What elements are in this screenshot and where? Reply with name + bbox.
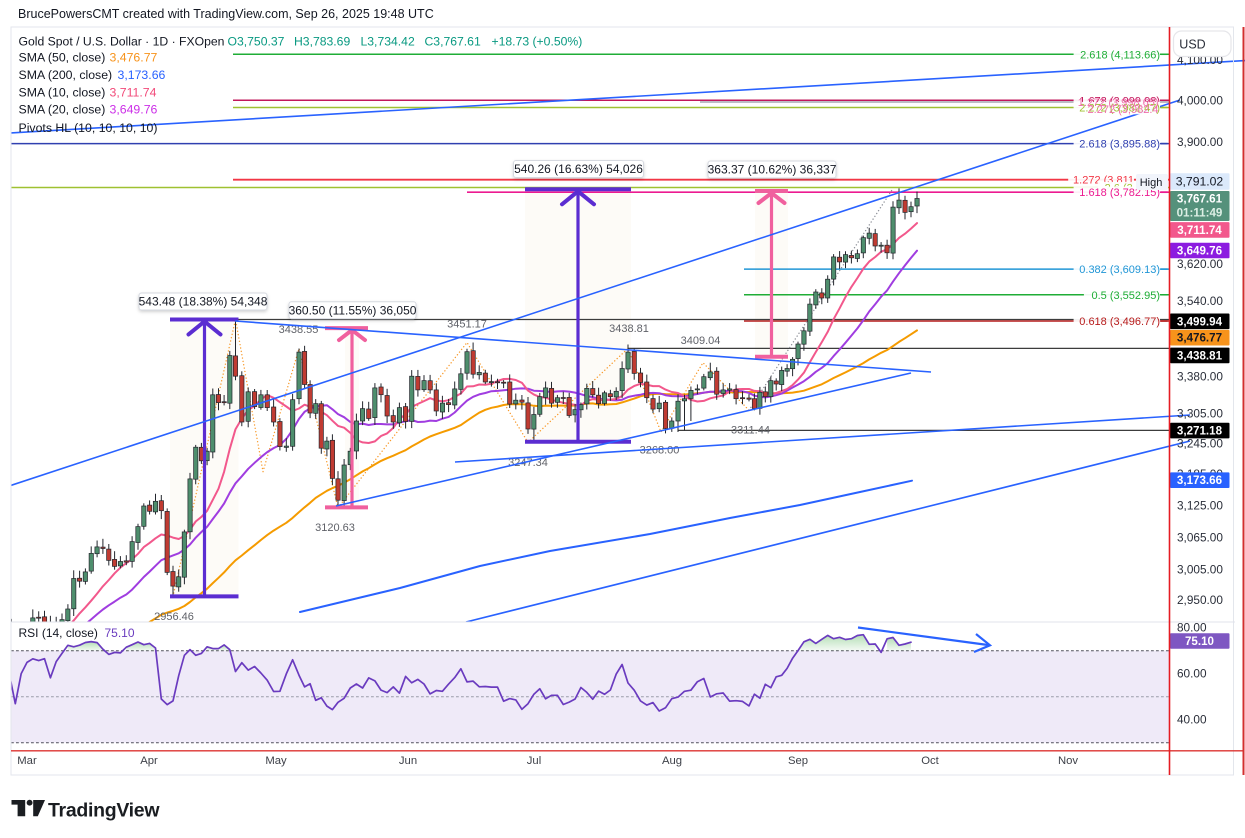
svg-text:2,950.00: 2,950.00 — [1177, 593, 1223, 607]
svg-text:3,900.00: 3,900.00 — [1177, 135, 1223, 149]
svg-text:C3,767.61: C3,767.61 — [425, 34, 481, 48]
svg-text:0.382 (3,609.13): 0.382 (3,609.13) — [1079, 264, 1160, 276]
svg-text:3,305.00: 3,305.00 — [1177, 407, 1223, 421]
svg-text:USD: USD — [1179, 37, 1205, 51]
svg-text:3,649.76: 3,649.76 — [110, 103, 158, 117]
svg-text:2.272 (3,982.47): 2.272 (3,982.47) — [1079, 103, 1160, 115]
svg-text:H3,783.69: H3,783.69 — [294, 34, 350, 48]
svg-text:High: High — [1140, 177, 1163, 189]
svg-text:3,380.00: 3,380.00 — [1177, 370, 1223, 384]
svg-text:SMA (50, close): SMA (50, close) — [19, 51, 106, 65]
svg-text:Aug: Aug — [662, 755, 682, 767]
svg-text:1.618 (3,782.15): 1.618 (3,782.15) — [1079, 187, 1160, 199]
svg-text:Jun: Jun — [399, 755, 417, 767]
svg-text:3,065.00: 3,065.00 — [1177, 530, 1223, 544]
svg-text:3,711.74: 3,711.74 — [1177, 224, 1222, 237]
svg-text:360.50 (11.55%) 36,050: 360.50 (11.55%) 36,050 — [289, 304, 417, 318]
svg-text:3,711.74: 3,711.74 — [110, 85, 157, 99]
svg-text:540.26 (16.63%) 54,026: 540.26 (16.63%) 54,026 — [514, 162, 643, 176]
svg-text:543.48 (18.38%) 54,348: 543.48 (18.38%) 54,348 — [139, 295, 268, 309]
svg-text:3,125.00: 3,125.00 — [1177, 499, 1223, 513]
svg-text:Jul: Jul — [527, 755, 541, 767]
svg-text:1.272 (3,998.65): 1.272 (3,998.65) — [1078, 97, 1159, 109]
svg-text:L3,734.42: L3,734.42 — [361, 34, 415, 48]
svg-text:3409.04: 3409.04 — [681, 335, 721, 347]
svg-text:2.618 (4,113.66): 2.618 (4,113.66) — [1080, 49, 1160, 61]
svg-text:75.10: 75.10 — [105, 626, 135, 640]
svg-text:3,005.00: 3,005.00 — [1177, 563, 1223, 577]
svg-text:Oct: Oct — [921, 755, 939, 767]
svg-text:3451.17: 3451.17 — [447, 319, 487, 331]
svg-text:3,173.66: 3,173.66 — [118, 68, 166, 82]
svg-text:363.37 (10.62%) 36,337: 363.37 (10.62%) 36,337 — [708, 163, 837, 177]
svg-text:Sep: Sep — [788, 755, 808, 767]
svg-text:BrucePowersCMT created with Tr: BrucePowersCMT created with TradingView.… — [18, 7, 434, 21]
svg-text:3311.44: 3311.44 — [731, 425, 770, 437]
svg-text:Gold Spot / U.S. Dollar · 1D ·: Gold Spot / U.S. Dollar · 1D · FXOpen — [19, 34, 225, 48]
svg-text:3438.81: 3438.81 — [609, 323, 649, 335]
svg-text:TradingView: TradingView — [48, 800, 160, 822]
svg-text:60.00: 60.00 — [1177, 667, 1207, 681]
svg-text:3,245.00: 3,245.00 — [1177, 437, 1223, 451]
svg-text:40.00: 40.00 — [1177, 713, 1207, 727]
svg-text:3,540.00: 3,540.00 — [1177, 294, 1223, 308]
svg-text:SMA (20, close): SMA (20, close) — [19, 103, 106, 117]
svg-text:0.5 (3,552.95): 0.5 (3,552.95) — [1092, 290, 1161, 302]
svg-text:2.618 (3,895.88): 2.618 (3,895.88) — [1079, 139, 1160, 151]
svg-text:4,000.00: 4,000.00 — [1177, 93, 1223, 107]
svg-text:3,791.02: 3,791.02 — [1176, 175, 1224, 189]
svg-text:3,767.61: 3,767.61 — [1177, 193, 1223, 206]
svg-text:Mar: Mar — [17, 755, 37, 767]
svg-text:3,271.18: 3,271.18 — [1177, 425, 1223, 438]
svg-text:01:11:49: 01:11:49 — [1177, 206, 1223, 219]
svg-text:3,499.94: 3,499.94 — [1177, 315, 1223, 328]
svg-text:3,173.66: 3,173.66 — [1177, 474, 1223, 487]
svg-text:3,476.77: 3,476.77 — [110, 51, 158, 65]
svg-text:+18.73 (+0.50%): +18.73 (+0.50%) — [492, 34, 583, 48]
svg-text:Nov: Nov — [1058, 755, 1078, 767]
svg-text:RSI (14, close): RSI (14, close) — [19, 626, 98, 640]
svg-text:3,649.76: 3,649.76 — [1177, 245, 1223, 258]
svg-text:Pivots HL (10, 10, 10, 10): Pivots HL (10, 10, 10, 10) — [19, 121, 158, 135]
svg-text:75.10: 75.10 — [1185, 635, 1214, 648]
svg-text:Apr: Apr — [140, 755, 158, 767]
svg-text:0.618 (3,496.77): 0.618 (3,496.77) — [1079, 316, 1160, 328]
svg-text:SMA (200, close): SMA (200, close) — [19, 68, 113, 82]
svg-text:3120.63: 3120.63 — [315, 522, 355, 534]
svg-text:May: May — [265, 755, 287, 767]
svg-text:3,620.00: 3,620.00 — [1177, 257, 1223, 271]
svg-text:80.00: 80.00 — [1177, 621, 1207, 635]
svg-text:3,476.77: 3,476.77 — [1177, 332, 1222, 345]
svg-text:SMA (10, close): SMA (10, close) — [19, 85, 106, 99]
svg-text:O3,750.37: O3,750.37 — [228, 34, 285, 48]
svg-text:3,438.81: 3,438.81 — [1177, 349, 1223, 362]
svg-text:2.272 (3,982.4: 2.272 (3,982.4 — [1088, 104, 1159, 116]
svg-text:2956.46: 2956.46 — [154, 611, 194, 623]
